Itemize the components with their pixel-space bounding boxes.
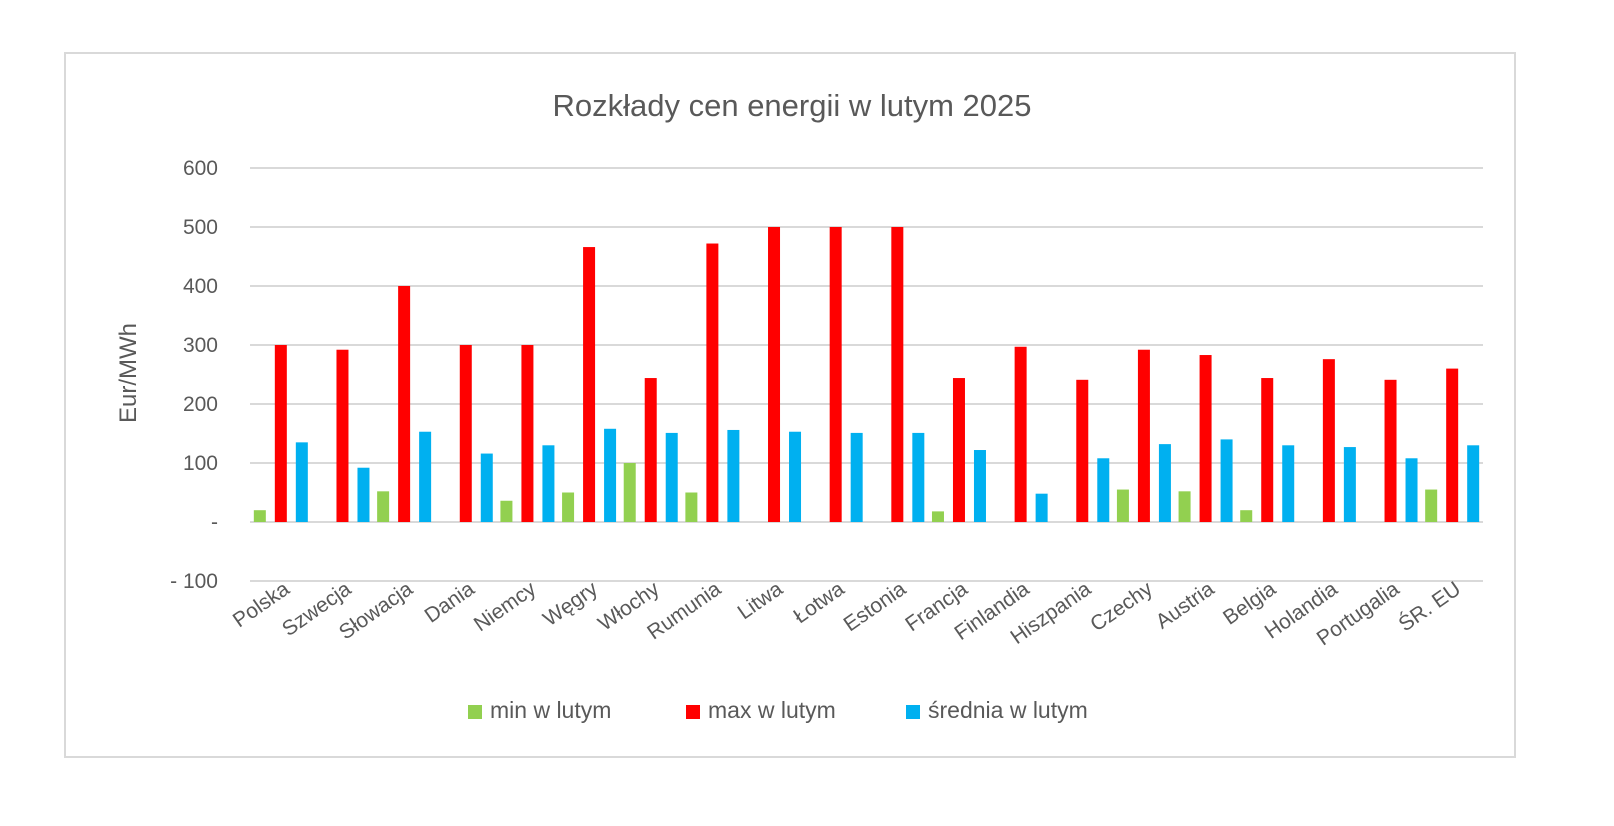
bar-max-w-lutym-8 bbox=[768, 227, 781, 522]
bar-max-w-lutym-2 bbox=[398, 286, 411, 522]
y-tick-label: 200 bbox=[183, 393, 218, 416]
x-category-label: Łotwa bbox=[789, 577, 848, 628]
bar-max-w-lutym-5 bbox=[583, 247, 596, 522]
bar-min-w-lutym-2 bbox=[377, 491, 390, 522]
bar-max-w-lutym-15 bbox=[1199, 355, 1212, 522]
legend-label: min w lutym bbox=[490, 697, 611, 723]
x-category-label: Niemcy bbox=[470, 577, 541, 636]
bar-min-w-lutym-6 bbox=[623, 463, 636, 522]
chart-title: Rozkłady cen energii w lutym 2025 bbox=[552, 88, 1031, 123]
x-category-label: Węgry bbox=[539, 577, 602, 631]
bar-max-w-lutym-12 bbox=[1014, 346, 1027, 522]
bar-max-w-lutym-19 bbox=[1446, 368, 1459, 522]
x-category-label: Estonia bbox=[840, 577, 911, 636]
y-tick-label: 100 bbox=[183, 452, 218, 475]
bar-max-w-lutym-1 bbox=[336, 349, 349, 522]
bar-max-w-lutym-0 bbox=[274, 345, 287, 522]
bar-średnia-w-lutym-11 bbox=[973, 450, 986, 522]
bar-średnia-w-lutym-5 bbox=[604, 428, 617, 522]
y-tick-label: 300 bbox=[183, 334, 218, 357]
y-tick-label: 600 bbox=[183, 157, 218, 180]
bar-średnia-w-lutym-2 bbox=[419, 431, 432, 522]
bar-max-w-lutym-13 bbox=[1076, 379, 1089, 522]
bar-średnia-w-lutym-3 bbox=[480, 453, 493, 522]
y-axis-title: Eur/MWh bbox=[115, 323, 142, 423]
bar-średnia-w-lutym-12 bbox=[1035, 493, 1048, 522]
bar-min-w-lutym-14 bbox=[1116, 489, 1129, 522]
x-category-label: Austria bbox=[1152, 577, 1219, 634]
bar-średnia-w-lutym-1 bbox=[357, 467, 370, 522]
bar-min-w-lutym-16 bbox=[1240, 510, 1253, 522]
bar-max-w-lutym-6 bbox=[644, 378, 657, 522]
bar-max-w-lutym-11 bbox=[952, 378, 965, 522]
bar-średnia-w-lutym-4 bbox=[542, 445, 555, 522]
bar-średnia-w-lutym-9 bbox=[850, 432, 863, 522]
legend: min w lutym max w lutym średnia w lutym bbox=[468, 697, 1088, 723]
bar-max-w-lutym-7 bbox=[706, 243, 719, 522]
x-category-label: ŚR. EU bbox=[1394, 576, 1465, 636]
legend-swatch bbox=[906, 705, 920, 719]
y-tick-label: - bbox=[211, 511, 218, 534]
bar-średnia-w-lutym-10 bbox=[912, 432, 925, 522]
bar-min-w-lutym-0 bbox=[253, 510, 266, 522]
bar-min-w-lutym-19 bbox=[1425, 489, 1438, 522]
bar-min-w-lutym-7 bbox=[685, 492, 698, 522]
x-category-label: Czechy bbox=[1086, 577, 1157, 636]
bar-max-w-lutym-17 bbox=[1322, 359, 1335, 522]
chart-frame: Rozkłady cen energii w lutym 2025 Eur/MW… bbox=[64, 52, 1516, 758]
bar-max-w-lutym-10 bbox=[891, 227, 904, 522]
bar-min-w-lutym-5 bbox=[562, 492, 575, 522]
y-tick-label: - 100 bbox=[170, 570, 218, 593]
bar-średnia-w-lutym-6 bbox=[665, 432, 678, 522]
bar-średnia-w-lutym-8 bbox=[789, 431, 802, 522]
y-tick-label: 500 bbox=[183, 216, 218, 239]
bar-min-w-lutym-11 bbox=[931, 511, 944, 522]
bar-średnia-w-lutym-13 bbox=[1097, 458, 1110, 522]
bar-średnia-w-lutym-0 bbox=[295, 442, 308, 522]
legend-swatch bbox=[686, 705, 700, 719]
x-category-label: Litwa bbox=[734, 577, 788, 624]
bars bbox=[253, 227, 1480, 522]
bar-min-w-lutym-15 bbox=[1178, 491, 1191, 522]
bar-max-w-lutym-16 bbox=[1261, 378, 1274, 522]
bar-średnia-w-lutym-7 bbox=[727, 429, 740, 522]
chart-svg: Rozkłady cen energii w lutym 2025 Eur/MW… bbox=[115, 88, 1483, 723]
x-category-label: Dania bbox=[420, 577, 478, 627]
legend-swatch bbox=[468, 705, 482, 719]
legend-label: max w lutym bbox=[708, 697, 836, 723]
bar-max-w-lutym-9 bbox=[829, 227, 842, 522]
bar-max-w-lutym-14 bbox=[1137, 349, 1150, 522]
bar-średnia-w-lutym-18 bbox=[1405, 458, 1418, 522]
bar-średnia-w-lutym-14 bbox=[1158, 444, 1171, 522]
y-tick-label: 400 bbox=[183, 275, 218, 298]
bar-max-w-lutym-3 bbox=[459, 345, 472, 522]
y-axis-ticks: 600 500 400 300 200 100 - - 100 bbox=[170, 157, 218, 593]
bar-max-w-lutym-4 bbox=[521, 345, 534, 522]
bar-średnia-w-lutym-17 bbox=[1343, 447, 1356, 522]
legend-label: średnia w lutym bbox=[928, 697, 1088, 723]
bar-średnia-w-lutym-19 bbox=[1467, 445, 1480, 522]
gridlines bbox=[250, 167, 1483, 582]
bar-średnia-w-lutym-16 bbox=[1282, 445, 1295, 522]
bar-min-w-lutym-4 bbox=[500, 500, 513, 522]
bar-max-w-lutym-18 bbox=[1384, 379, 1397, 522]
bar-średnia-w-lutym-15 bbox=[1220, 439, 1233, 522]
